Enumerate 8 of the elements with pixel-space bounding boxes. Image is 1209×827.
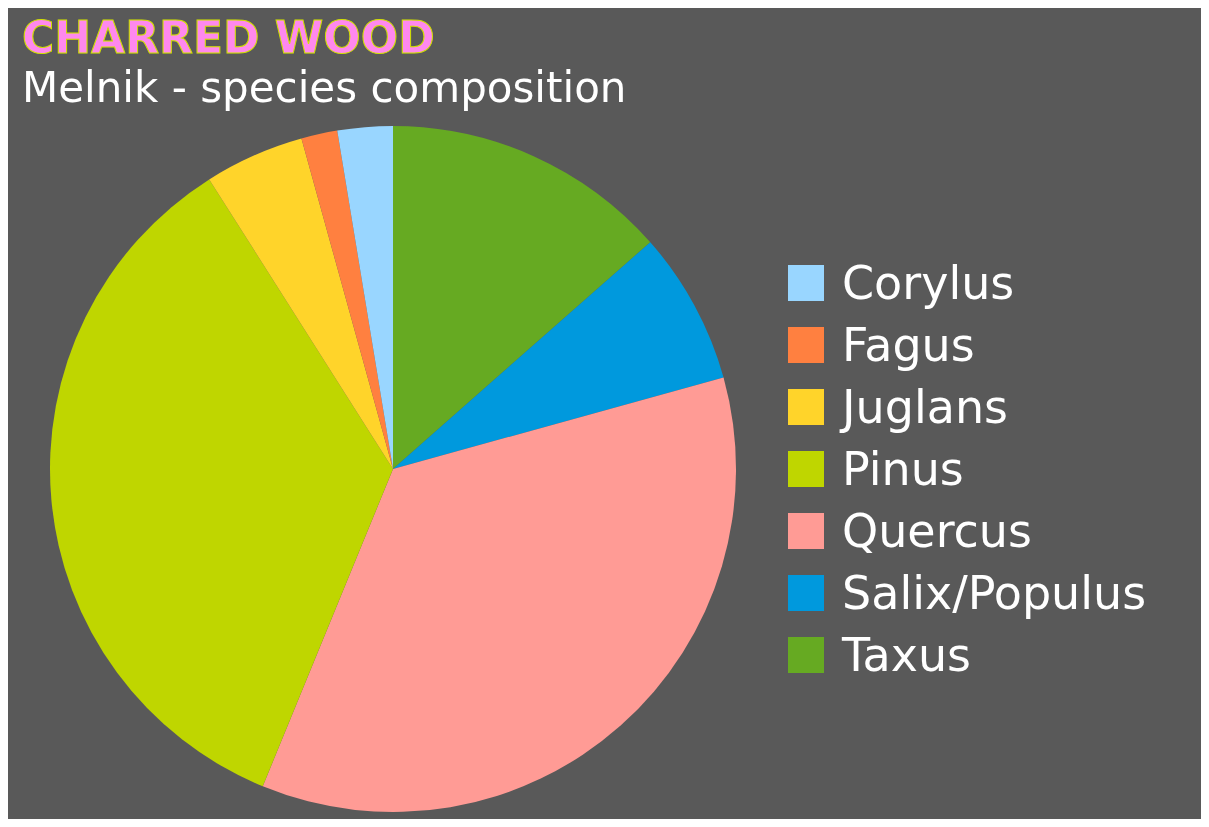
legend-label: Pinus — [842, 442, 964, 496]
legend-label: Quercus — [842, 504, 1032, 558]
chart-title: CHARRED WOOD — [21, 11, 436, 63]
legend-label: Corylus — [842, 256, 1015, 310]
legend-label: Salix/Populus — [842, 566, 1147, 620]
chart-subtitle: Melnik - species composition — [21, 62, 628, 114]
legend-label: Taxus — [842, 628, 972, 682]
legend-label: Fagus — [842, 318, 975, 372]
